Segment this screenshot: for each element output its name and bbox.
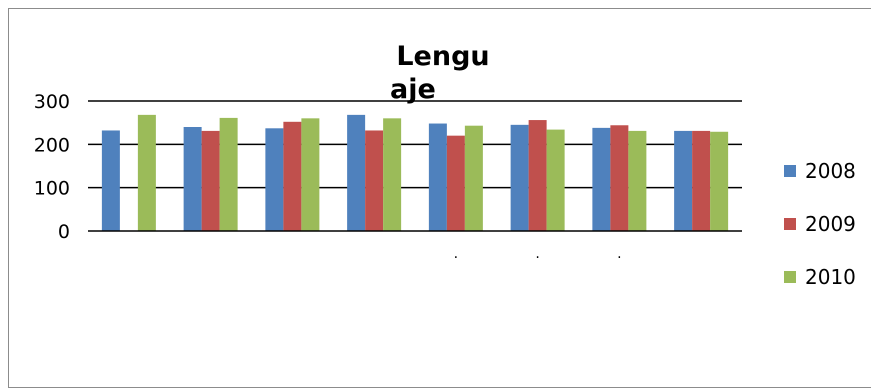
legend-label-2008: 2008: [805, 159, 856, 183]
bar-chart: Lengu aje 0 100 200 300 ... 2008 2009 2010: [34, 41, 856, 289]
bar-2010-3: [301, 118, 320, 231]
x-tick-label: .: [454, 246, 458, 262]
bar-2010-6: [546, 129, 565, 231]
legend: 2008 2009 2010: [784, 159, 856, 289]
bar-2008-1: [101, 130, 120, 231]
bar-2008-2: [183, 127, 202, 231]
bar-2010-2: [219, 117, 238, 231]
y-tick-label: 100: [34, 178, 70, 200]
y-tick-label: 0: [58, 221, 70, 243]
bar-2010-1: [137, 114, 156, 231]
bar-2008-8: [674, 130, 693, 231]
x-tick-label: .: [535, 246, 539, 262]
bar-2009-4: [365, 130, 384, 231]
legend-label-2009: 2009: [805, 212, 856, 236]
x-axis-tick-labels: ...: [454, 246, 622, 262]
bar-2009-7: [610, 125, 629, 231]
bar-2008-4: [347, 114, 366, 231]
bars: [101, 114, 729, 231]
y-axis-tick-labels: 0 100 200 300: [34, 91, 70, 243]
legend-swatch-2010: [784, 271, 796, 283]
bar-2010-5: [464, 125, 483, 231]
bar-2009-5: [446, 135, 465, 231]
chart-title-line-1: Lengu: [396, 41, 489, 72]
bar-2010-7: [628, 130, 647, 231]
bar-2010-4: [383, 118, 402, 231]
y-tick-label: 200: [34, 134, 70, 156]
bar-2009-2: [201, 130, 220, 231]
x-tick-label: .: [617, 246, 621, 262]
y-tick-label: 300: [34, 91, 70, 113]
bar-2008-6: [510, 124, 529, 231]
bar-2009-6: [528, 120, 547, 231]
bar-2008-5: [428, 123, 447, 231]
bar-2009-8: [692, 130, 711, 231]
bar-2008-3: [265, 128, 284, 231]
legend-label-2010: 2010: [805, 265, 856, 289]
bar-2010-8: [710, 131, 729, 231]
bar-2008-7: [592, 127, 611, 231]
legend-swatch-2009: [784, 218, 796, 230]
legend-swatch-2008: [784, 165, 796, 177]
bar-2009-3: [283, 121, 302, 231]
chart-title-line-2: aje: [390, 74, 436, 105]
